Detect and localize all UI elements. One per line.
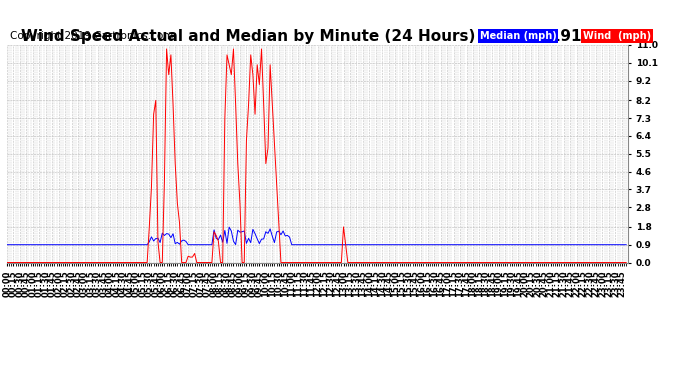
Text: Wind  (mph): Wind (mph) [583, 32, 651, 41]
Title: Wind Speed Actual and Median by Minute (24 Hours) (Old) 20191002: Wind Speed Actual and Median by Minute (… [21, 29, 613, 44]
Text: Copyright 2019 Cartronics.com: Copyright 2019 Cartronics.com [10, 32, 174, 41]
Text: Median (mph): Median (mph) [480, 32, 556, 41]
